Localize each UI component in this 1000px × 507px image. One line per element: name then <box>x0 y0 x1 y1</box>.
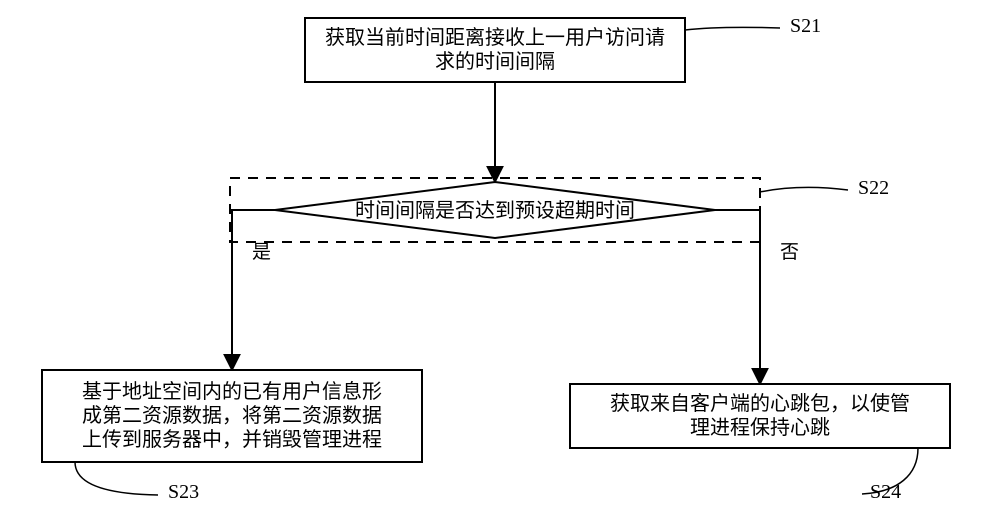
process-text-s23-1: 成第二资源数据，将第二资源数据 <box>82 404 382 427</box>
process-text-s23-0: 基于地址空间内的已有用户信息形 <box>82 380 382 403</box>
process-text-s23-2: 上传到服务器中，并销毁管理进程 <box>82 428 382 451</box>
process-text-s24-1: 理进程保持心跳 <box>690 416 830 439</box>
decision-text-s22: 时间间隔是否达到预设超期时间 <box>355 199 635 222</box>
callout-curve <box>685 27 780 30</box>
step-label-s21: S21 <box>790 15 821 37</box>
callout-curve <box>75 462 158 495</box>
step-label-s23: S23 <box>168 481 199 502</box>
process-text-s21-1: 求的时间间隔 <box>435 50 555 73</box>
flowchart-canvas: 是 否 获取当前时间距离接收上一用户访问请求的时间间隔 S21 时间间隔是否达到预设超期… <box>0 0 1000 502</box>
process-text-s21-0: 获取当前时间距离接收上一用户访问请 <box>325 26 665 49</box>
edge-label-e_yes: 是 <box>252 242 271 263</box>
edge-label-e_no: 否 <box>780 242 799 263</box>
process-text-s24-0: 获取来自客户端的心跳包，以使管 <box>610 392 910 415</box>
callout-curve <box>760 187 848 192</box>
step-label-s22: S22 <box>858 177 889 199</box>
step-label-s24: S24 <box>870 481 901 502</box>
edge-e_yes <box>232 210 275 370</box>
edge-e_no <box>715 210 760 384</box>
